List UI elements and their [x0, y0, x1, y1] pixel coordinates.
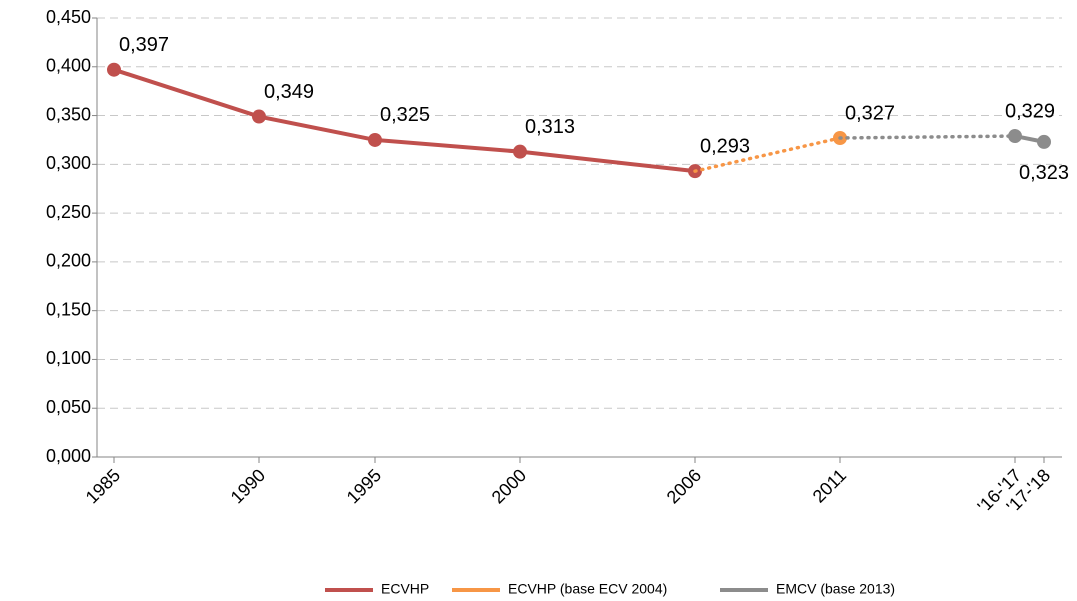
data-point	[513, 144, 527, 159]
y-tick-label: 0,450	[46, 7, 91, 27]
y-tick-label: 0,050	[46, 397, 91, 417]
legend-label: ECVHP (base ECV 2004)	[508, 581, 667, 597]
data-label: 0,349	[264, 81, 314, 103]
data-label: 0,313	[525, 116, 575, 138]
y-tick-label: 0,000	[46, 446, 91, 466]
data-label: 0,397	[119, 34, 169, 56]
x-tick-label: 1995	[343, 465, 385, 507]
legend-label: ECVHP	[381, 581, 429, 597]
x-tick-label: 2011	[809, 465, 851, 507]
x-tick-label: 1990	[227, 465, 269, 507]
data-label: 0,329	[1005, 100, 1055, 122]
data-point	[1008, 129, 1022, 144]
legend-label: EMCV (base 2013)	[776, 581, 895, 597]
y-tick-label: 0,400	[46, 56, 91, 76]
y-tick-label: 0,200	[46, 251, 91, 271]
y-tick-label: 0,250	[46, 202, 91, 222]
y-tick-label: 0,350	[46, 104, 91, 124]
data-label: 0,327	[845, 102, 895, 124]
connector-line	[838, 134, 1017, 140]
y-tick-label: 0,300	[46, 153, 91, 173]
y-tick-label: 0,150	[46, 299, 91, 319]
data-point	[1037, 134, 1051, 149]
data-label: 0,293	[700, 135, 750, 157]
x-tick-label: 2000	[488, 465, 530, 507]
data-point	[252, 109, 266, 124]
x-tick-label: 2006	[663, 465, 705, 507]
x-tick-label: 1985	[82, 465, 124, 507]
data-label: 0,325	[380, 104, 430, 126]
data-label: 0,323	[1019, 162, 1069, 184]
y-tick-label: 0,100	[46, 348, 91, 368]
data-point	[368, 132, 382, 147]
data-point	[107, 62, 121, 77]
